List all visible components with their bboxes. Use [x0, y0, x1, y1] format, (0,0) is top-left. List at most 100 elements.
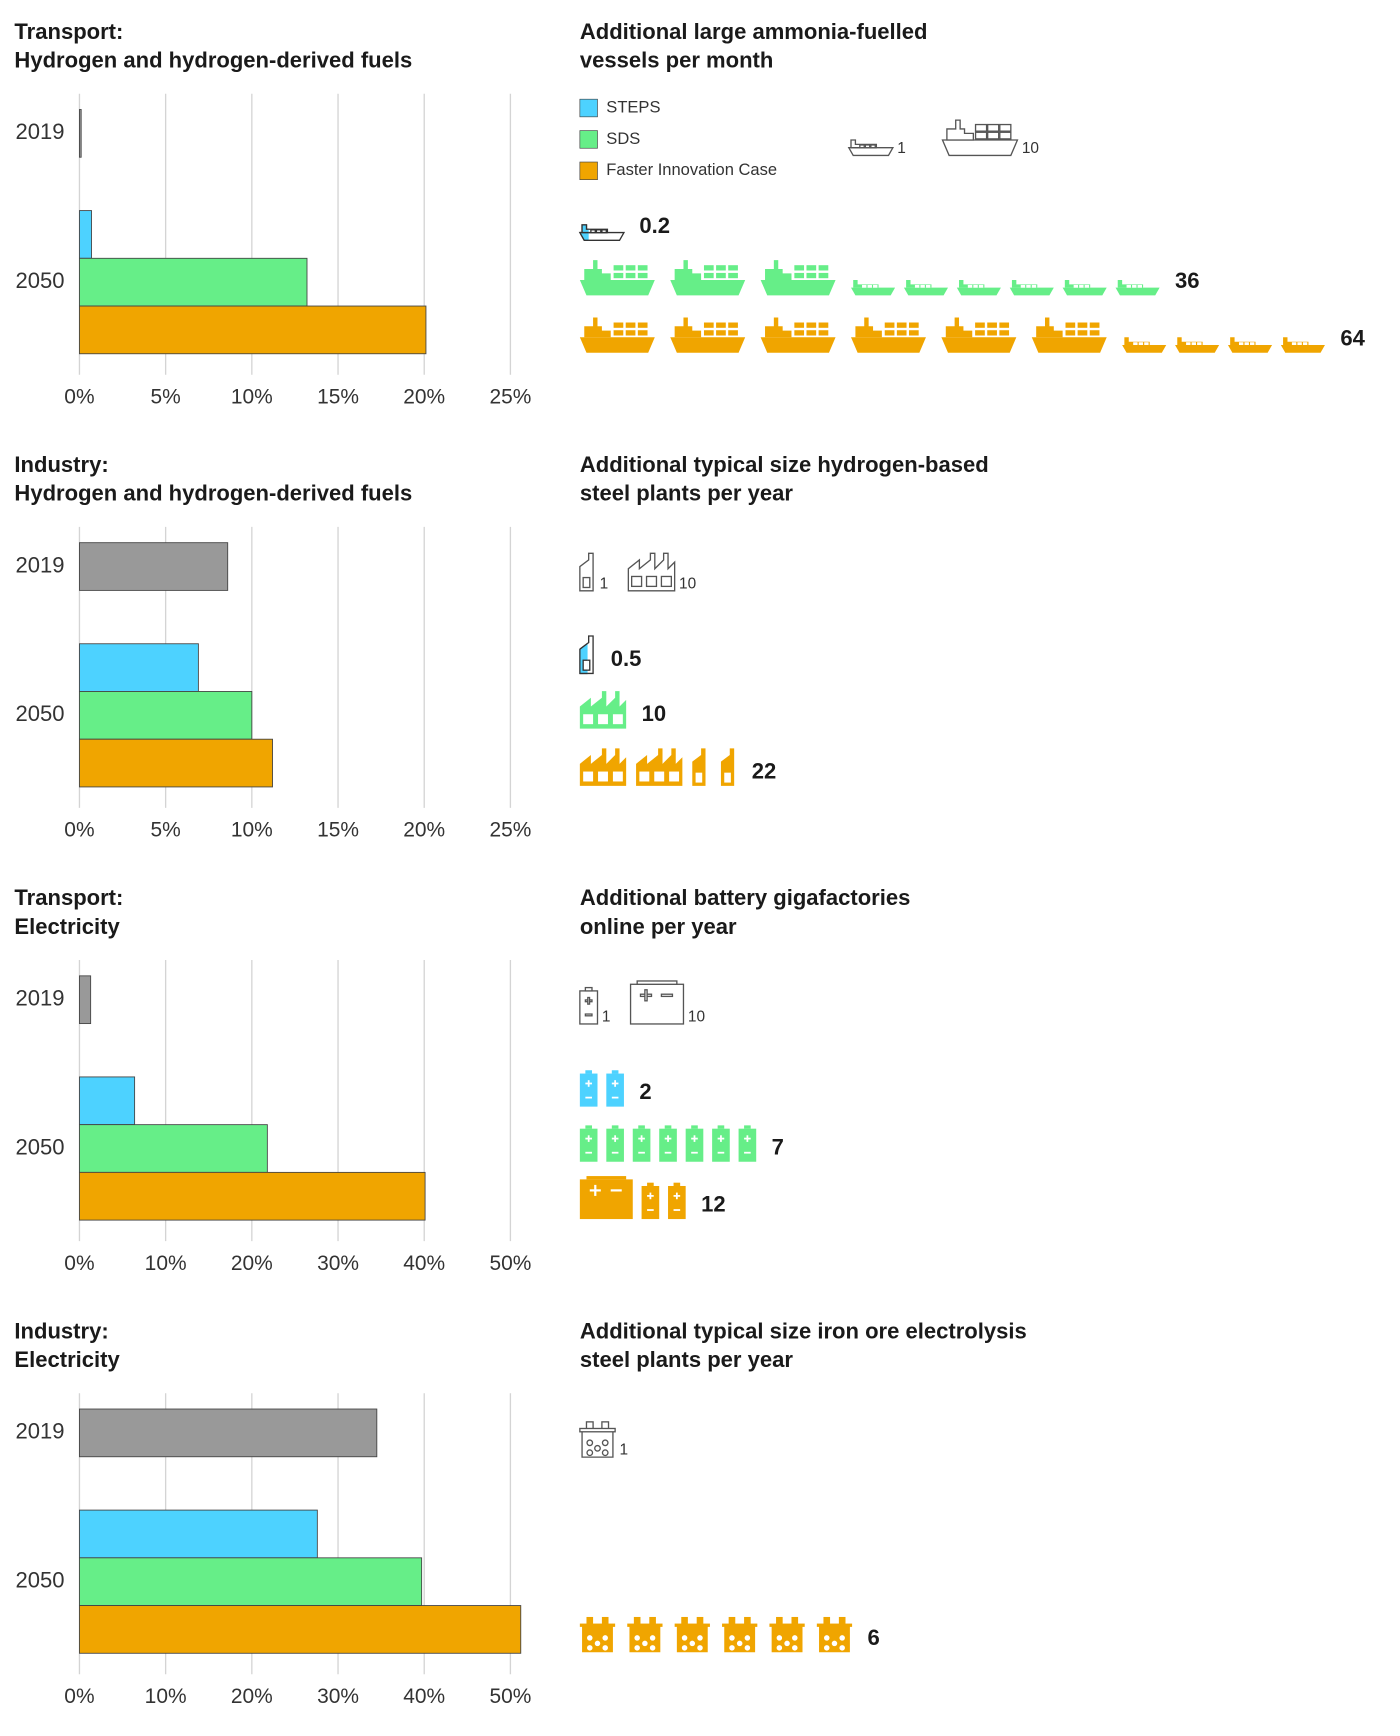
legend-swatch	[579, 98, 598, 118]
bar	[79, 257, 308, 307]
icon-part	[674, 1623, 710, 1627]
chart-title: Transport:	[14, 885, 123, 910]
icon-part	[636, 263, 649, 272]
icon-part	[598, 714, 608, 725]
panel-title: Additional large ammonia-fuelled	[580, 19, 928, 44]
icon-part	[582, 576, 591, 589]
key-icon	[579, 986, 599, 1025]
icon-part	[649, 1635, 656, 1641]
icon-part	[925, 284, 931, 288]
icon-part	[769, 1623, 805, 1627]
x-tick-label: 0%	[64, 819, 94, 842]
value-label: 0.2	[639, 213, 670, 238]
icon-part	[640, 1135, 643, 1142]
icon	[720, 748, 735, 786]
icon-fill	[579, 642, 588, 675]
icon-part	[638, 1151, 645, 1154]
icon-part	[660, 575, 673, 588]
icon-part	[702, 271, 715, 280]
icon-part	[579, 1179, 633, 1220]
key-icon	[627, 552, 676, 592]
icon	[636, 748, 683, 786]
icon-part	[907, 328, 921, 337]
icon	[659, 1125, 677, 1162]
icon-part	[724, 772, 731, 783]
icon-part	[1026, 284, 1031, 288]
icon-part	[585, 1125, 592, 1129]
icon-part	[895, 321, 908, 330]
icon-part	[805, 321, 818, 330]
icon-part	[973, 321, 987, 330]
icon-part	[594, 1640, 601, 1647]
panel-title: vessels per month	[580, 48, 773, 73]
icon-part	[771, 1625, 803, 1653]
x-tick-label: 20%	[231, 1685, 273, 1708]
category-label: 2050	[16, 1134, 65, 1159]
icon-part	[1186, 342, 1191, 345]
icon-part	[1177, 337, 1203, 345]
icon-part	[738, 1128, 757, 1162]
icon-part	[903, 287, 948, 296]
x-tick-label: 5%	[151, 819, 181, 842]
icon-part	[920, 284, 925, 288]
icon-part	[659, 1128, 677, 1162]
icon-part	[1126, 284, 1131, 288]
icon-part	[579, 1623, 616, 1627]
icon-part	[598, 771, 608, 782]
icon-part	[1244, 342, 1249, 345]
icon-part	[702, 263, 715, 272]
icon-part	[579, 1073, 598, 1107]
icon-part	[859, 144, 865, 149]
icon	[692, 748, 706, 786]
icon-part	[793, 321, 806, 330]
icon-part	[999, 123, 1012, 132]
value-label: 10	[642, 701, 667, 726]
icon-part	[702, 321, 715, 330]
category-label: 2019	[16, 552, 65, 577]
panel-title: Additional typical size iron ore electro…	[580, 1318, 1027, 1343]
icon-part	[601, 1449, 609, 1457]
icon	[579, 1125, 598, 1162]
x-tick-label: 15%	[317, 819, 359, 842]
icon	[632, 1125, 651, 1162]
chart-title: Electricity	[14, 914, 120, 939]
icon-part	[720, 1135, 722, 1142]
x-tick-label: 40%	[403, 1685, 445, 1708]
icon-part	[595, 229, 602, 234]
icon-part	[624, 321, 637, 330]
icon	[941, 317, 1017, 353]
key-icon	[847, 139, 895, 157]
icon-part	[831, 1640, 838, 1647]
icon-part	[714, 328, 728, 337]
icon-part	[847, 147, 895, 157]
icon-part	[612, 263, 625, 272]
icon-part	[744, 1151, 751, 1154]
icon-part	[974, 123, 988, 132]
x-tick-label: 50%	[489, 1685, 531, 1708]
icon-part	[1133, 342, 1138, 345]
icon-part	[611, 1096, 619, 1099]
x-tick-label: 20%	[403, 385, 445, 408]
icon-part	[883, 328, 896, 337]
icon-part	[941, 139, 1019, 157]
bar	[79, 643, 199, 692]
x-tick-label: 25%	[489, 385, 531, 408]
icon	[903, 279, 948, 296]
icon-part	[594, 1444, 601, 1452]
x-tick-label: 50%	[489, 1252, 531, 1275]
icon-part	[629, 1625, 661, 1653]
x-tick-label: 30%	[317, 1252, 359, 1275]
icon-part	[624, 328, 637, 337]
category-label: 2050	[16, 268, 65, 293]
bar	[79, 1509, 318, 1559]
bar	[79, 975, 92, 1025]
icon	[606, 1070, 624, 1107]
icon-part	[669, 771, 680, 782]
icon-part	[914, 284, 920, 288]
key-icon	[941, 119, 1019, 157]
icon-part	[633, 1616, 641, 1626]
icon-part	[584, 986, 593, 992]
category-label: 2050	[16, 1568, 65, 1593]
x-tick-label: 5%	[151, 385, 181, 408]
icon-part	[907, 321, 921, 330]
